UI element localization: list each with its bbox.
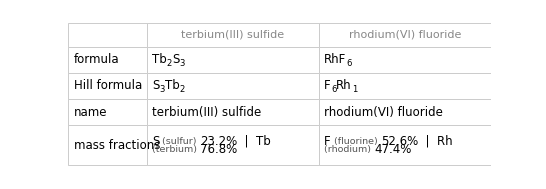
Bar: [146, 99, 319, 125]
Text: F: F: [324, 80, 331, 92]
Text: (sulfur): (sulfur): [159, 137, 200, 146]
Bar: [68, 47, 146, 73]
Bar: [146, 73, 319, 99]
Text: S: S: [152, 80, 159, 92]
Text: Tb: Tb: [152, 53, 167, 66]
Text: S: S: [172, 53, 180, 66]
Text: Rh: Rh: [336, 80, 352, 92]
Bar: [146, 23, 319, 47]
Text: |  Tb: | Tb: [237, 135, 271, 148]
Bar: [146, 47, 319, 73]
Text: 3: 3: [159, 85, 165, 94]
Text: 52.6%: 52.6%: [381, 135, 418, 148]
Bar: [319, 73, 491, 99]
Text: 6: 6: [331, 85, 336, 94]
Text: 3: 3: [180, 59, 185, 68]
Text: mass fractions: mass fractions: [74, 139, 160, 152]
Text: rhodium(VI) fluoride: rhodium(VI) fluoride: [349, 30, 461, 40]
Text: (fluorine): (fluorine): [331, 137, 381, 146]
Bar: [68, 125, 146, 165]
Bar: [146, 125, 319, 165]
Text: F: F: [324, 135, 331, 148]
Text: (terbium): (terbium): [152, 145, 200, 154]
Text: name: name: [74, 106, 107, 119]
Text: 2: 2: [180, 85, 185, 94]
Bar: [68, 73, 146, 99]
Text: 1: 1: [352, 85, 357, 94]
Text: rhodium(VI) fluoride: rhodium(VI) fluoride: [324, 106, 443, 119]
Text: (rhodium): (rhodium): [324, 145, 374, 154]
Text: Hill formula: Hill formula: [74, 80, 142, 92]
Text: terbium(III) sulfide: terbium(III) sulfide: [181, 30, 284, 40]
Bar: [319, 47, 491, 73]
Bar: [68, 23, 146, 47]
Text: formula: formula: [74, 53, 120, 66]
Text: 76.8%: 76.8%: [200, 143, 238, 156]
Text: 47.4%: 47.4%: [374, 143, 412, 156]
Text: |  Rh: | Rh: [418, 135, 453, 148]
Text: RhF: RhF: [324, 53, 347, 66]
Text: 2: 2: [167, 59, 172, 68]
Text: S: S: [152, 135, 159, 148]
Bar: [319, 23, 491, 47]
Text: 6: 6: [347, 59, 352, 68]
Bar: [319, 125, 491, 165]
Bar: [68, 99, 146, 125]
Text: 23.2%: 23.2%: [200, 135, 237, 148]
Bar: [319, 99, 491, 125]
Text: terbium(III) sulfide: terbium(III) sulfide: [152, 106, 262, 119]
Text: Tb: Tb: [165, 80, 180, 92]
